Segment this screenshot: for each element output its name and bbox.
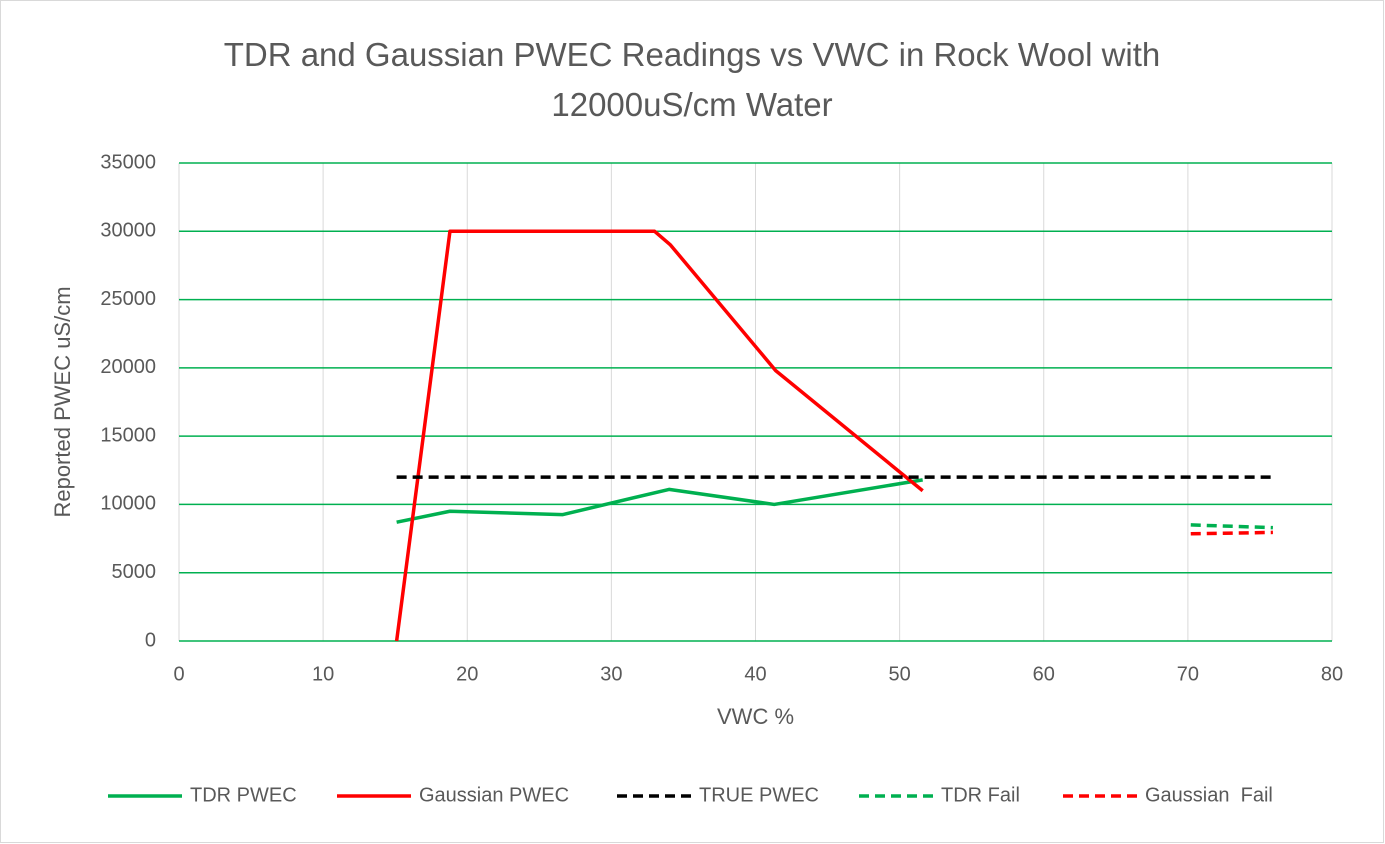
y-tick-label: 5000: [112, 561, 157, 583]
x-axis-label: VWC %: [717, 704, 794, 729]
y-tick-label: 20000: [100, 356, 156, 378]
legend-label: TRUE PWEC: [699, 784, 819, 806]
y-tick-label: 15000: [100, 424, 156, 446]
y-tick-label: 0: [145, 629, 156, 651]
x-tick-label: 70: [1177, 663, 1199, 685]
x-tick-label: 80: [1321, 663, 1343, 685]
legend-label: Gaussian Fail: [1145, 784, 1273, 806]
y-tick-label: 30000: [100, 220, 156, 242]
chart-title: TDR and Gaussian PWEC Readings vs VWC in…: [223, 36, 1161, 123]
series-line: [1190, 530, 1273, 536]
y-tick-label: 25000: [100, 288, 156, 310]
y-tick-label: 10000: [100, 493, 156, 515]
y-axis-label: Reported PWEC uS/cm: [50, 286, 75, 517]
x-tick-label: 30: [600, 663, 622, 685]
y-tick-label: 35000: [100, 151, 156, 173]
x-tick-label: 10: [312, 663, 334, 685]
x-tick-label: 50: [889, 663, 911, 685]
legend-label: Gaussian PWEC: [419, 784, 569, 806]
series-line: [1190, 523, 1273, 530]
series-line: [394, 229, 924, 642]
x-tick-label: 40: [744, 663, 766, 685]
x-tick-label: 20: [456, 663, 478, 685]
legend-label: TDR PWEC: [190, 784, 297, 806]
legend-label: TDR Fail: [941, 784, 1020, 806]
series-line: [396, 478, 923, 524]
x-tick-label: 60: [1033, 663, 1055, 685]
x-tick-label: 0: [173, 663, 184, 685]
